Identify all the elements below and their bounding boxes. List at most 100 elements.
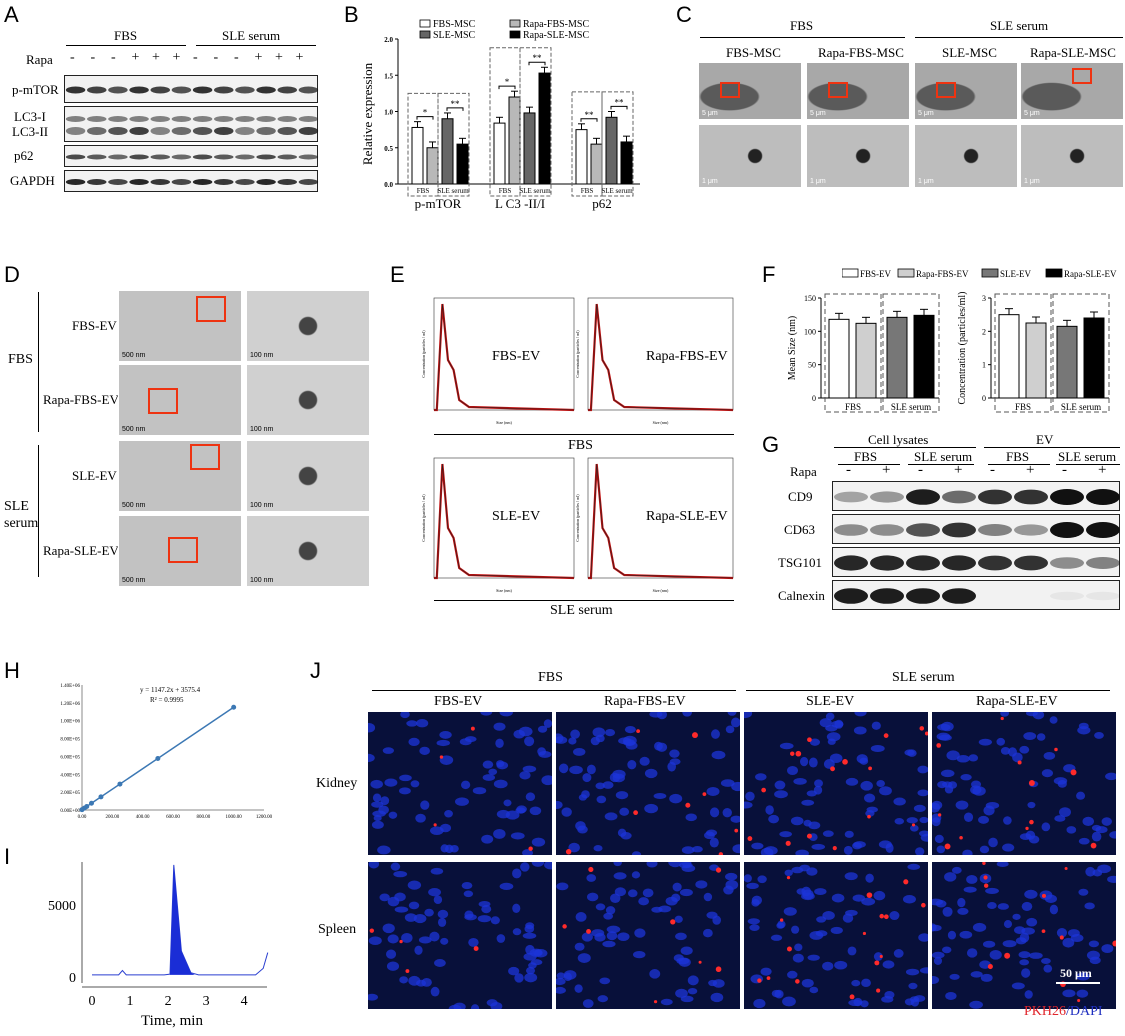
scale-bar-label: 500 nm <box>122 352 146 359</box>
nucleus <box>493 722 506 731</box>
nucleus <box>399 976 409 984</box>
em-image-zoom: 1 μm <box>914 124 1018 188</box>
nucleus <box>382 747 394 754</box>
nucleus <box>638 897 650 906</box>
blot-band <box>978 489 1012 505</box>
nucleus <box>586 764 596 775</box>
nucleus <box>1078 837 1090 845</box>
nucleus <box>932 817 941 827</box>
nucleus <box>675 988 688 998</box>
nucleus <box>1076 791 1086 800</box>
bar <box>441 118 454 185</box>
fluorescence-image <box>932 862 1116 1009</box>
blot-band <box>870 588 904 604</box>
nucleus <box>861 978 871 988</box>
group-box <box>601 91 634 197</box>
f-legend: FBS-EV Rapa-FBS-EV SLE-EV Rapa-SLE-EV <box>842 268 1117 279</box>
nucleus <box>408 737 420 747</box>
nucleus <box>703 892 713 902</box>
blot-band <box>834 555 868 571</box>
nucleus <box>809 986 819 994</box>
bar <box>605 116 618 185</box>
nucleus <box>809 738 821 746</box>
blot-band-lc3i <box>214 116 234 122</box>
nucleus <box>932 802 941 813</box>
blot-band <box>87 154 107 160</box>
blot-band-lc3ii <box>65 127 86 135</box>
nuclei-pattern <box>368 862 552 1009</box>
pkh26-signal <box>702 792 707 797</box>
zoom-box <box>936 82 956 98</box>
pkh26-signal <box>849 994 855 1000</box>
nucleus <box>747 918 760 925</box>
nucleus <box>558 763 569 774</box>
g-line-1 <box>838 464 900 465</box>
y-tick-label: 0.5 <box>384 145 393 153</box>
nucleus <box>495 738 504 748</box>
nucleus <box>414 945 423 955</box>
chromatogram-i: 0 5000 0 1 2 3 4 Time, min <box>48 862 269 1029</box>
nucleus <box>490 916 500 925</box>
x-tick-label: 2 <box>165 994 172 1009</box>
blot-band <box>298 154 319 160</box>
nucleus <box>631 851 642 855</box>
pkh26-signal <box>1017 760 1022 765</box>
nucleus <box>523 952 537 961</box>
nucleus <box>787 970 798 979</box>
nucleus <box>1091 824 1102 832</box>
blot-band-lc3ii <box>129 127 149 135</box>
tem-image-zoom: 100 nm <box>246 290 370 362</box>
nucleus <box>430 986 440 997</box>
a-rapa-sign: - <box>111 50 116 65</box>
nucleus <box>439 755 454 765</box>
nucleus <box>1021 901 1033 911</box>
nucleus <box>968 754 979 762</box>
nucleus <box>882 960 895 969</box>
a-band-pmtor: p-mTOR <box>12 82 59 97</box>
j-stain-legend: PKH26/DAPI <box>1024 1004 1103 1020</box>
group-box <box>407 92 439 197</box>
nuclei-pattern <box>744 712 928 855</box>
blot-band-lc3ii <box>277 127 297 135</box>
bar <box>886 316 908 399</box>
nucleus <box>522 932 537 939</box>
nucleus <box>430 826 444 835</box>
bar <box>523 112 536 185</box>
tem-image-zoom: 100 nm <box>246 440 370 512</box>
nucleus <box>851 979 861 987</box>
d-fbs-bracket <box>38 292 39 432</box>
plot-frame <box>433 297 575 411</box>
nucleus <box>380 796 390 806</box>
nucleus <box>1036 733 1046 741</box>
fluorescence-image <box>744 712 928 855</box>
blot-band-lc3ii <box>171 127 192 135</box>
blot-band <box>214 154 234 160</box>
nucleus <box>932 924 942 932</box>
em-image-overview: 5 μm <box>914 62 1018 120</box>
y-axis-label: Concentration (particles / ml) <box>575 494 580 542</box>
nucleus <box>708 979 718 987</box>
nucleus <box>454 797 469 806</box>
scale-bar-label: 1 μm <box>702 178 718 185</box>
nucleus <box>909 996 920 1003</box>
nucleus <box>913 804 926 813</box>
pkh26-signal <box>586 929 591 934</box>
pkh26-signal <box>936 743 942 748</box>
nucleus <box>692 846 703 853</box>
nucleus <box>496 760 505 768</box>
blot-band <box>256 154 276 160</box>
a-rapa-sign: + <box>295 50 304 65</box>
nucleus <box>368 722 376 733</box>
nucleus <box>512 903 521 914</box>
zoom-box <box>196 296 226 322</box>
nucleus <box>980 973 993 982</box>
nucleus <box>444 809 453 818</box>
pkh26-signal <box>830 766 835 772</box>
fluorescence-image <box>368 712 552 855</box>
zoom-box <box>148 388 178 414</box>
a-rapa-sign: - <box>193 50 198 65</box>
pkh26-signal <box>795 750 802 757</box>
bar <box>913 314 935 399</box>
nucleus <box>894 818 905 825</box>
scale-bar-label: 5 μm <box>810 110 826 117</box>
